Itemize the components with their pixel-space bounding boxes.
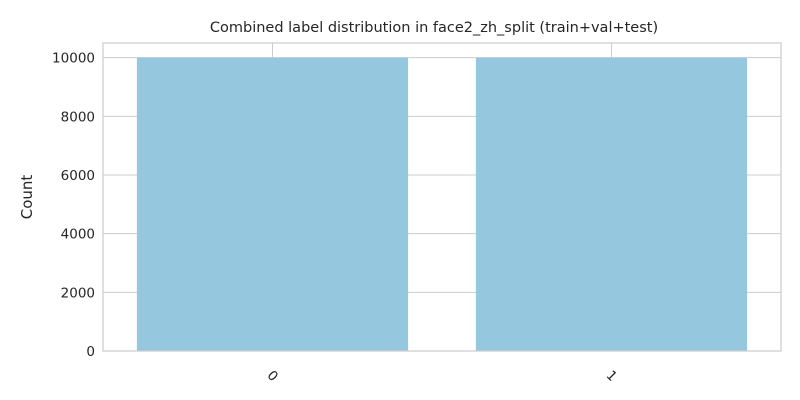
x-tick-label: 0 — [264, 367, 281, 384]
y-tick-labels: 0 2000 4000 6000 8000 10000 — [52, 51, 95, 360]
y-tick-label: 4000 — [61, 227, 95, 243]
y-tick-label: 6000 — [61, 168, 95, 184]
bar-0 — [136, 57, 409, 352]
y-axis-label: Count — [18, 175, 36, 220]
y-tick-label: 8000 — [61, 109, 95, 125]
bars — [136, 57, 748, 352]
plot-frame — [102, 42, 782, 352]
chart-title: Combined label distribution in face2_zh_… — [210, 20, 658, 36]
y-tick-label: 0 — [86, 344, 95, 360]
y-tick-label: 10000 — [52, 51, 95, 67]
y-tick-label: 2000 — [61, 285, 95, 301]
bar-1 — [475, 57, 748, 352]
x-tick-label: 1 — [603, 367, 620, 384]
